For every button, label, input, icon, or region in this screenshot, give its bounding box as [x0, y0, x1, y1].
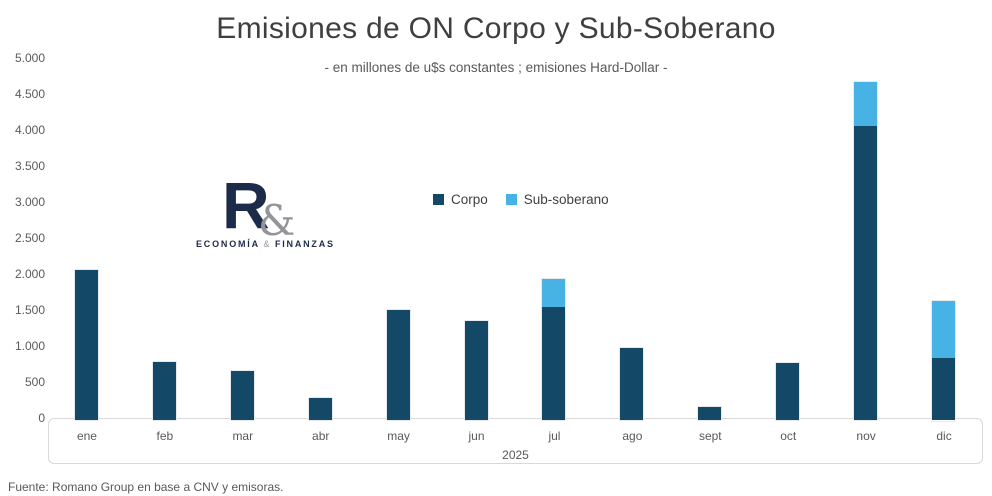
bar-may	[385, 309, 411, 422]
y-tick-label: 0	[38, 411, 45, 425]
logo-caption-left: ECONOMÍA	[196, 239, 260, 249]
chart-title: Emisiones de ON Corpo y Sub-Soberano	[216, 12, 776, 45]
bar-segment-feb-corpo	[152, 361, 176, 421]
x-tick-label: jun	[468, 429, 485, 443]
y-tick-label: 3.000	[14, 195, 45, 209]
x-tick-label: jul	[548, 429, 561, 443]
logo-caption-right: FINANZAS	[274, 239, 335, 249]
bar-segment-dic-sub-soberano	[932, 300, 956, 358]
bar-jul	[541, 277, 567, 422]
legend-label: Sub-soberano	[523, 192, 609, 207]
x-tick-label: sept	[698, 429, 722, 443]
y-tick-label: 3.500	[14, 159, 45, 173]
x-tick-label: oct	[780, 429, 797, 443]
bar-abr	[307, 397, 333, 422]
bar-feb	[151, 360, 177, 422]
bar-segment-abr-corpo	[308, 398, 332, 421]
bar-jun	[463, 320, 489, 422]
bar-segment-oct-corpo	[776, 362, 800, 421]
legend-item-sub-soberano: Sub-soberano	[505, 192, 609, 207]
bar-segment-ago-corpo	[620, 347, 644, 421]
logo-ampersand-icon: &	[258, 196, 296, 245]
x-tick-label: mar	[232, 429, 254, 443]
x-axis-year-label: 2025	[502, 448, 529, 462]
x-tick-label: ene	[76, 429, 97, 443]
x-tick-label: nov	[856, 429, 876, 443]
bar-segment-jul-sub-soberano	[542, 278, 566, 307]
legend-swatch-icon	[433, 194, 444, 205]
x-tick-label: dic	[936, 429, 952, 443]
bar-segment-may-corpo	[386, 310, 410, 421]
y-tick-label: 2.000	[14, 267, 45, 281]
chart-subtitle: - en millones de u$s constantes ; emisio…	[324, 60, 668, 75]
bar-segment-jul-corpo	[542, 306, 566, 421]
y-tick-label: 500	[24, 375, 45, 389]
legend-item-corpo: Corpo	[433, 192, 488, 207]
logo-caption-amp: &	[263, 239, 272, 249]
bar-ene	[73, 268, 99, 422]
bar-mar	[229, 370, 255, 422]
y-tick-label: 4.000	[14, 123, 45, 137]
y-tick-label: 2.500	[14, 231, 45, 245]
logo: R & ECONOMÍA & FINANZAS	[196, 172, 346, 258]
x-tick-label: may	[387, 429, 410, 443]
legend: Corpo Sub-soberano	[433, 192, 609, 207]
y-tick-label: 1.500	[14, 303, 45, 317]
bar-segment-nov-sub-soberano	[854, 81, 878, 126]
x-tick-label: ago	[622, 429, 643, 443]
logo-r-letter: R	[222, 168, 270, 242]
x-tick-label: feb	[156, 429, 174, 443]
bar-nov	[853, 80, 879, 422]
x-axis-strip	[48, 418, 983, 464]
legend-label: Corpo	[451, 192, 488, 207]
bar-sept	[697, 405, 723, 422]
y-tick-label: 4.500	[14, 87, 45, 101]
y-tick-label: 1.000	[14, 339, 45, 353]
y-tick-label: 5.000	[14, 51, 45, 65]
bar-segment-sept-corpo	[698, 406, 722, 421]
bar-oct	[775, 361, 801, 422]
source-note: Fuente: Romano Group en base a CNV y emi…	[8, 480, 284, 494]
logo-caption: ECONOMÍA & FINANZAS	[196, 239, 335, 249]
bar-segment-dic-corpo	[932, 357, 956, 421]
legend-swatch-icon	[505, 194, 517, 205]
bar-segment-nov-corpo	[854, 125, 878, 421]
bar-ago	[619, 346, 645, 422]
bar-segment-ene-corpo	[74, 269, 98, 421]
x-tick-label: abr	[312, 429, 330, 443]
bar-segment-jun-corpo	[464, 321, 488, 421]
bar-segment-mar-corpo	[230, 371, 254, 421]
bar-dic	[931, 299, 957, 422]
